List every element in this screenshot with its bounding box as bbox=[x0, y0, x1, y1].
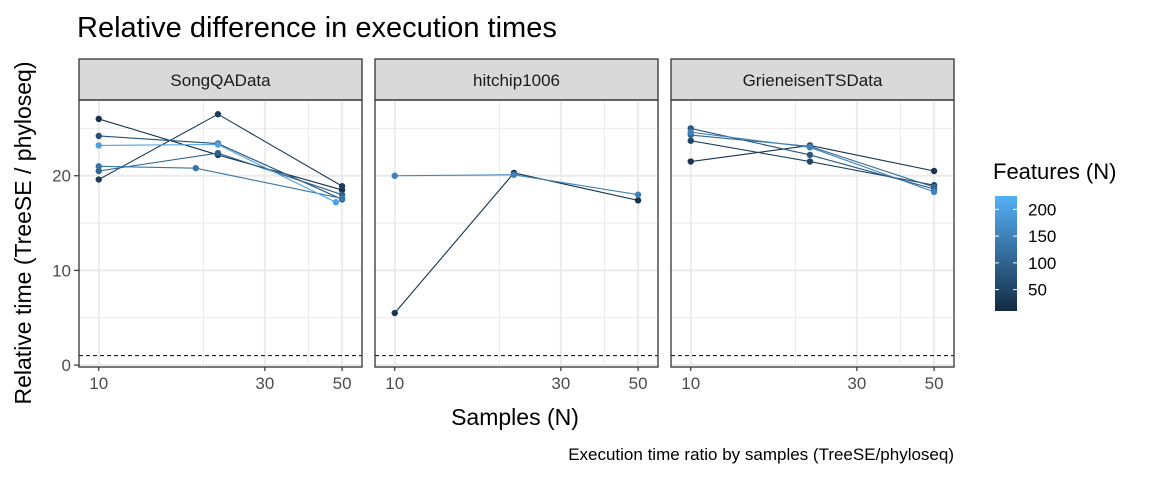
data-point bbox=[214, 149, 222, 157]
facet-strip bbox=[374, 58, 659, 101]
data-point bbox=[95, 142, 102, 149]
facet-panel-hitchip1006: hitchip1006 10 30 50 bbox=[374, 58, 659, 393]
data-point bbox=[338, 182, 346, 190]
data-point bbox=[192, 164, 199, 172]
x-tick-label: 10 bbox=[681, 374, 700, 393]
data-point bbox=[391, 172, 398, 179]
series-line bbox=[394, 174, 639, 196]
legend-title: Features (N) bbox=[993, 159, 1116, 184]
data-point bbox=[687, 158, 694, 165]
data-point bbox=[806, 151, 814, 159]
data-point bbox=[95, 132, 102, 140]
y-tick-label: 10 bbox=[52, 261, 71, 280]
facet-panel-GrieneisenTSData: GrieneisenTSData 10 30 50 bbox=[670, 58, 955, 393]
data-point bbox=[391, 309, 398, 317]
data-point bbox=[634, 197, 642, 204]
legend-ticks: 50 100 150 200 bbox=[995, 200, 1056, 300]
facet-strip bbox=[78, 58, 363, 101]
x-tick-label: 50 bbox=[333, 374, 352, 393]
y-axis-label: Relative time (TreeSE / phyloseq) bbox=[10, 61, 36, 404]
data-point bbox=[687, 137, 694, 144]
data-point bbox=[338, 195, 346, 202]
data-point bbox=[214, 141, 222, 148]
series-line bbox=[690, 127, 935, 190]
legend-tick-label: 150 bbox=[1028, 227, 1056, 246]
legend-colorbar bbox=[995, 196, 1017, 311]
legend-tick-label: 100 bbox=[1028, 254, 1056, 273]
legend-tick-label: 200 bbox=[1028, 200, 1056, 219]
panel-border bbox=[78, 99, 363, 368]
legend-tick-label: 50 bbox=[1028, 281, 1047, 300]
data-point bbox=[332, 199, 340, 206]
x-tick-label: 30 bbox=[255, 374, 274, 393]
data-point bbox=[634, 191, 642, 198]
facet-panel-SongQAData: SongQAData 10 30 50 bbox=[78, 58, 363, 393]
data-point bbox=[95, 163, 102, 170]
data-point bbox=[687, 128, 694, 136]
facet-strip-label: SongQAData bbox=[170, 71, 271, 90]
data-point bbox=[806, 158, 814, 165]
data-point bbox=[930, 167, 938, 175]
panel-border bbox=[374, 99, 659, 368]
x-tick-label: 50 bbox=[925, 374, 944, 393]
x-tick-label: 30 bbox=[551, 374, 570, 393]
data-point bbox=[806, 144, 814, 151]
y-tick-label: 20 bbox=[52, 167, 71, 186]
x-tick-label: 10 bbox=[89, 374, 108, 393]
data-point bbox=[214, 111, 222, 118]
color-legend: Features (N) 50 100 150 200 bbox=[993, 159, 1116, 311]
chart-title: Relative difference in execution times bbox=[77, 12, 557, 44]
x-tick-label: 10 bbox=[385, 374, 404, 393]
panel-border bbox=[670, 99, 955, 368]
x-tick-label: 30 bbox=[847, 374, 866, 393]
facet-strip-label: hitchip1006 bbox=[473, 71, 560, 90]
chart-caption: Execution time ratio by samples (TreeSE/… bbox=[568, 445, 954, 464]
data-point bbox=[95, 115, 102, 123]
data-point bbox=[930, 183, 938, 191]
data-point bbox=[930, 188, 938, 196]
y-tick-label: 0 bbox=[62, 356, 71, 375]
data-point bbox=[95, 167, 102, 175]
data-point bbox=[95, 176, 102, 183]
x-axis-label: Samples (N) bbox=[451, 404, 579, 430]
data-point bbox=[510, 171, 518, 178]
series-line bbox=[394, 172, 639, 314]
facet-strip bbox=[670, 58, 955, 101]
x-tick-label: 50 bbox=[629, 374, 648, 393]
facet-strip-label: GrieneisenTSData bbox=[743, 71, 883, 90]
